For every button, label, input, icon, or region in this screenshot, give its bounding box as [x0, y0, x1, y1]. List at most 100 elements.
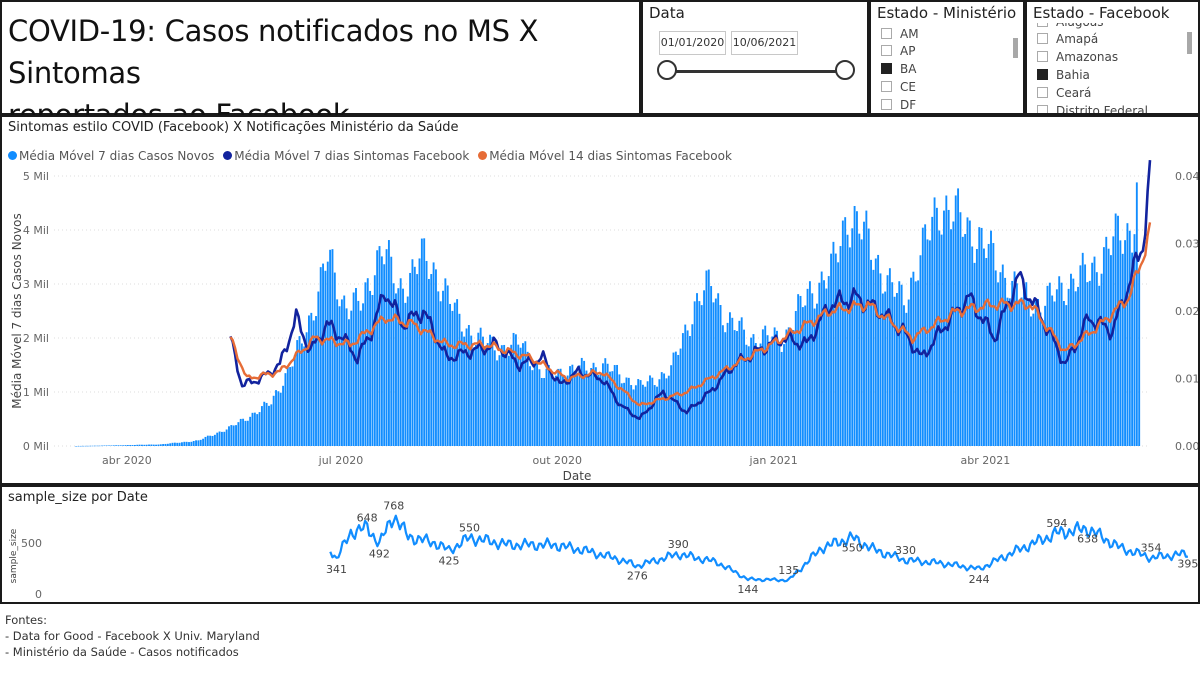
main-chart-title: Sintomas estilo COVID (Facebook) X Notif…: [8, 120, 459, 135]
checkbox-checked-icon[interactable]: [1037, 69, 1048, 80]
case-bar: [482, 336, 484, 446]
date-end-input[interactable]: 10/06/2021: [731, 31, 798, 55]
checkbox-icon[interactable]: [1037, 87, 1048, 98]
case-bar: [216, 432, 219, 446]
case-bar: [345, 308, 348, 446]
case-bar: [679, 348, 682, 446]
facebook-option[interactable]: Distrito Federal: [1037, 103, 1148, 113]
ministerio-option[interactable]: DF: [881, 97, 916, 114]
date-range-end-handle[interactable]: [835, 60, 855, 80]
case-bar: [474, 345, 477, 446]
sample-data-label: 638: [1077, 533, 1098, 546]
case-bar: [1025, 282, 1028, 446]
case-bar: [745, 344, 748, 446]
date-start-input[interactable]: 01/01/2020: [659, 31, 726, 55]
case-bar: [369, 290, 372, 446]
case-bar: [778, 344, 781, 446]
case-bar: [1048, 282, 1051, 446]
case-bar: [159, 444, 162, 446]
case-bar: [242, 418, 245, 446]
checkbox-icon[interactable]: [1037, 105, 1048, 113]
case-bar: [717, 293, 720, 446]
date-range-start-handle[interactable]: [657, 60, 677, 80]
case-bar: [975, 248, 978, 446]
case-bar: [308, 315, 310, 446]
legend-label: Média Móvel 14 dias Sintomas Facebook: [489, 149, 732, 163]
case-bar: [286, 365, 289, 446]
ministerio-option[interactable]: BA: [881, 61, 916, 78]
case-bar: [1088, 280, 1091, 446]
case-bar: [409, 272, 412, 446]
case-bar: [458, 313, 461, 446]
facebook-scrollbar[interactable]: [1187, 32, 1192, 54]
legend-item-cases[interactable]: Média Móvel 7 dias Casos Novos: [8, 149, 214, 163]
case-bar: [357, 300, 360, 446]
ministerio-option[interactable]: AM: [881, 26, 919, 43]
case-bar: [957, 188, 960, 446]
case-bar: [985, 258, 988, 446]
checkbox-icon[interactable]: [881, 81, 892, 92]
checkbox-icon[interactable]: [1037, 33, 1048, 44]
facebook-option[interactable]: Bahia: [1037, 67, 1090, 84]
case-bar: [1081, 252, 1084, 446]
facebook-slicer-title: Estado - Facebook: [1033, 4, 1170, 22]
case-bar: [562, 376, 564, 446]
facebook-option[interactable]: Ceará: [1037, 85, 1091, 102]
case-bar: [178, 442, 181, 446]
legend-dot-icon: [8, 151, 17, 160]
case-bar: [571, 364, 574, 446]
option-label: Amapá: [1056, 32, 1099, 46]
facebook-option[interactable]: Amapá: [1037, 31, 1098, 48]
case-bar: [138, 444, 141, 446]
case-bar: [839, 246, 842, 446]
case-bar: [404, 302, 407, 446]
case-bar: [503, 344, 506, 446]
x-tick-label: jul 2020: [318, 454, 364, 467]
ministerio-option[interactable]: AP: [881, 43, 915, 60]
facebook-option-partial[interactable]: Alagoas: [1037, 23, 1103, 31]
case-bar: [898, 281, 901, 446]
checkbox-icon[interactable]: [881, 45, 892, 56]
legend-item-symptoms-7d[interactable]: Média Móvel 7 dias Sintomas Facebook: [223, 149, 469, 163]
case-bar: [1041, 320, 1044, 446]
case-bar: [204, 436, 207, 446]
case-bar: [776, 330, 778, 446]
case-bar: [583, 360, 586, 446]
case-bar: [507, 355, 510, 446]
ministerio-scrollbar[interactable]: [1013, 38, 1018, 58]
facebook-option[interactable]: Amazonas: [1037, 49, 1118, 66]
sample-data-label: 550: [842, 542, 863, 555]
sample-y-tick-label: 500: [21, 537, 42, 550]
case-bar: [432, 262, 435, 446]
case-bar: [950, 229, 952, 446]
case-bar: [1105, 236, 1108, 446]
case-bar: [1138, 268, 1141, 446]
case-bar: [1046, 285, 1049, 446]
checkbox-icon[interactable]: [1037, 51, 1048, 62]
case-bar: [315, 316, 317, 446]
case-bar: [155, 444, 158, 446]
checkbox-icon[interactable]: [881, 99, 892, 110]
case-bar: [550, 371, 553, 446]
date-range-slider-track[interactable]: [667, 70, 845, 73]
case-bar: [392, 283, 395, 446]
case-bar: [766, 335, 769, 446]
checkbox-icon[interactable]: [881, 28, 892, 39]
case-bar: [910, 277, 912, 446]
case-bar: [496, 360, 499, 446]
case-bar: [1055, 289, 1058, 446]
case-bar: [1032, 313, 1035, 446]
case-bar: [830, 253, 833, 446]
case-bar: [646, 381, 649, 446]
legend-item-symptoms-14d[interactable]: Média Móvel 14 dias Sintomas Facebook: [478, 149, 732, 163]
case-bar: [131, 445, 134, 446]
case-bar: [543, 378, 546, 446]
checkbox-icon[interactable]: [1037, 23, 1048, 27]
case-bar: [879, 273, 882, 446]
sample-data-label: 492: [369, 548, 390, 561]
case-bar: [536, 361, 539, 446]
x-tick-label: jan 2021: [749, 454, 798, 467]
case-bar: [197, 440, 200, 446]
checkbox-checked-icon[interactable]: [881, 63, 892, 74]
ministerio-option[interactable]: CE: [881, 79, 916, 96]
